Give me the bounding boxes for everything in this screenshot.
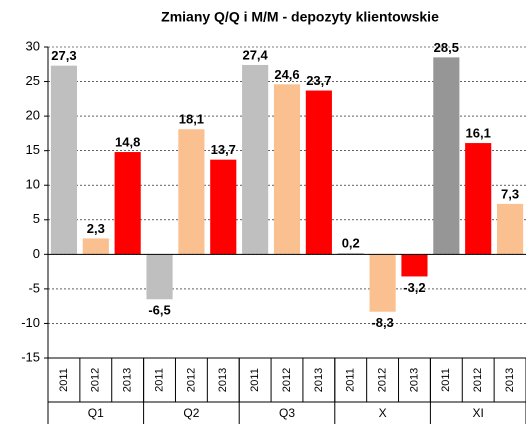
year-label: 2012: [90, 368, 102, 392]
year-label: 2012: [472, 368, 484, 392]
bar: [82, 238, 109, 255]
bar: [146, 254, 173, 300]
bar: [114, 152, 141, 255]
year-label: 2013: [313, 368, 325, 392]
bar: [337, 252, 364, 255]
year-label: 2012: [377, 368, 389, 392]
bar: [242, 64, 269, 255]
year-label: 2011: [345, 368, 357, 392]
year-label: 2011: [58, 368, 70, 392]
value-label: 14,8: [115, 134, 140, 149]
value-label: 0,2: [342, 235, 360, 250]
value-label: 13,7: [211, 142, 236, 157]
group-label: X: [379, 406, 387, 420]
group-label: XI: [473, 406, 484, 420]
y-tick-label: 25: [26, 73, 40, 88]
bar: [497, 203, 524, 255]
year-label: 2013: [408, 368, 420, 392]
bar: [401, 254, 428, 277]
year-label: 2013: [504, 368, 516, 392]
year-label: 2011: [440, 368, 452, 392]
year-label: 2012: [185, 368, 197, 392]
y-tick-label: 0: [33, 246, 40, 261]
y-tick-label: 10: [26, 177, 40, 192]
bar: [465, 143, 492, 255]
year-label: 2013: [217, 368, 229, 392]
value-label: 27,4: [242, 47, 268, 62]
bar: [369, 254, 396, 312]
y-tick-label: -5: [28, 280, 40, 295]
value-label: -3,2: [403, 280, 425, 295]
value-label: 18,1: [179, 112, 204, 127]
value-label: 28,5: [434, 40, 459, 55]
group-label: Q2: [183, 406, 199, 420]
y-tick-label: -15: [21, 349, 40, 364]
year-label: 2011: [249, 368, 261, 392]
value-label: 7,3: [501, 186, 519, 201]
chart-title: Zmiany Q/Q i M/M - depozyty klientowskie: [161, 9, 439, 25]
bar: [273, 84, 301, 255]
value-label: 23,7: [306, 73, 331, 88]
bar: [433, 57, 460, 255]
group-label: Q1: [88, 406, 104, 420]
year-label: 2013: [122, 368, 134, 392]
bar: [178, 129, 205, 255]
y-tick-label: 5: [33, 211, 40, 226]
year-label: 2012: [281, 368, 293, 392]
bar: [210, 159, 237, 255]
value-label: -8,3: [371, 315, 393, 330]
value-label: 16,1: [466, 126, 491, 141]
bar: [305, 90, 332, 255]
value-label: 24,6: [274, 67, 299, 82]
year-label: 2011: [153, 368, 165, 392]
value-label: -6,5: [148, 303, 170, 318]
group-label: Q3: [279, 406, 295, 420]
bar: [50, 65, 77, 255]
y-tick-label: 15: [26, 142, 40, 157]
y-tick-label: -10: [21, 315, 40, 330]
y-tick-label: 30: [26, 38, 40, 53]
y-tick-label: 20: [26, 108, 40, 123]
value-label: 2,3: [87, 221, 105, 236]
value-label: 27,3: [51, 48, 76, 63]
